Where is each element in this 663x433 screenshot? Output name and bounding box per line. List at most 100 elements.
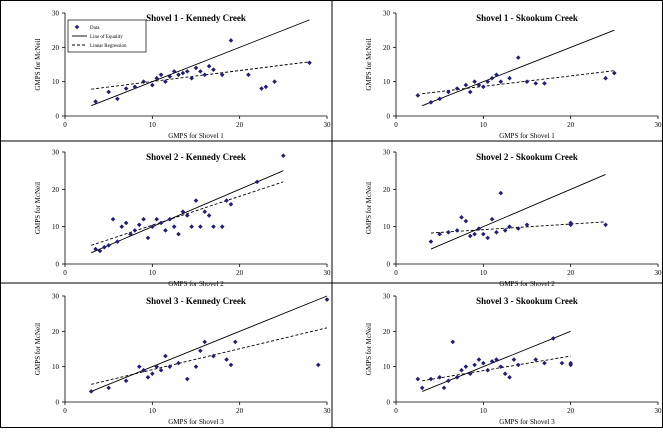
chart-title: Shovel 3 - Kennedy Creek: [146, 296, 246, 306]
data-point: [459, 367, 464, 373]
data-point: [454, 228, 460, 233]
legend-entry-regression: Linear Regression: [90, 44, 127, 49]
y-tick-label: 20: [52, 328, 60, 336]
data-point: [437, 96, 442, 102]
data-point: [502, 371, 508, 377]
line-of-equality: [91, 295, 328, 392]
data-point: [154, 75, 159, 81]
data-point: [419, 385, 425, 391]
x-axis-label: GMPS for Shovel 3: [499, 418, 555, 426]
data-point: [481, 84, 486, 90]
chart-title: Shovel 1 - Skookum Creek: [476, 13, 578, 23]
x-tick-label: 20: [567, 121, 575, 129]
data-point: [189, 224, 194, 229]
y-axis-label: GMPS for McNeil: [365, 182, 373, 234]
chart-panel-4: 0 10 20 30 0 10 20 30 GMPS for Shovel 2 GMPS for …: [365, 149, 662, 289]
x-tick-label: 10: [149, 407, 157, 415]
x-tick-label: 0: [63, 269, 67, 277]
data-point: [132, 84, 138, 90]
x-axis-label: GMPS for Shovel 2: [168, 280, 224, 288]
y-tick-label: 10: [52, 78, 60, 86]
data-point: [167, 216, 173, 222]
data-point: [158, 220, 164, 226]
data-point: [163, 353, 168, 359]
data-point: [128, 231, 133, 237]
y-tick-label: 30: [52, 10, 60, 18]
data-point: [228, 38, 234, 43]
data-point: [219, 72, 225, 78]
data-point: [437, 374, 442, 380]
data-point: [472, 79, 477, 84]
data-point: [110, 216, 116, 222]
data-point: [106, 385, 111, 391]
x-tick-label: 20: [236, 269, 244, 277]
y-tick-label: 0: [387, 399, 391, 407]
data-point: [224, 357, 229, 362]
x-tick-label: 30: [655, 121, 663, 129]
data-point: [533, 357, 539, 362]
data-point: [102, 244, 107, 250]
data-point: [189, 75, 194, 81]
data-point: [154, 364, 159, 369]
chart-panel-6: 0 10 20 30 0 10 20 30 GMPS for Shovel 3 GMPS for …: [365, 293, 662, 427]
data-point: [228, 362, 234, 368]
data-point: [211, 353, 216, 359]
data-point: [184, 69, 190, 74]
y-tick-label: 10: [383, 78, 391, 86]
data-point: [193, 364, 199, 369]
data-point: [446, 378, 451, 384]
data-point: [550, 336, 556, 341]
y-tick-label: 30: [383, 149, 391, 157]
data-point: [123, 220, 129, 226]
chart-title: Shovel 1 - Kennedy Creek: [146, 13, 246, 23]
y-axis-label: GMPS for McNeil: [365, 323, 373, 375]
data-point: [533, 81, 539, 86]
data-point: [481, 231, 486, 237]
y-tick-label: 30: [383, 293, 391, 301]
legend-data-marker: [74, 24, 80, 30]
data-point: [603, 222, 608, 228]
y-tick-label: 0: [387, 261, 391, 269]
y-tick-label: 20: [52, 186, 60, 194]
data-point: [485, 235, 490, 241]
chart-panel-3: 0 10 20 30 0 10 20 30 GMPS for Shovel 2 GMPS for …: [34, 149, 331, 289]
data-point: [171, 69, 177, 74]
data-point: [524, 222, 530, 228]
chart-title: Shovel 2 - Kennedy Creek: [146, 152, 246, 162]
y-axis-label: GMPS for McNeil: [34, 182, 42, 234]
data-point: [476, 357, 482, 362]
data-point: [472, 362, 477, 368]
data-point: [463, 218, 469, 224]
linear-regression-line: [91, 327, 328, 385]
data-point: [198, 224, 203, 229]
data-point: [233, 339, 238, 345]
data-point: [272, 79, 277, 84]
data-point: [489, 75, 495, 81]
data-point: [176, 231, 181, 237]
data-point: [515, 55, 521, 60]
data-point: [202, 209, 208, 215]
chart-title: Shovel 3 - Skookum Creek: [476, 296, 578, 306]
x-tick-label: 10: [480, 407, 488, 415]
data-point: [454, 374, 460, 380]
data-point: [141, 367, 146, 373]
data-point: [158, 367, 164, 373]
data-point: [193, 65, 199, 71]
data-point: [502, 228, 508, 233]
x-tick-label: 30: [324, 121, 332, 129]
data-point: [141, 79, 146, 84]
data-point: [467, 371, 473, 377]
y-tick-label: 10: [383, 223, 391, 231]
data-point: [467, 89, 473, 95]
data-point: [481, 360, 486, 366]
data-point: [446, 229, 451, 235]
data-point: [176, 360, 181, 366]
y-tick-label: 30: [383, 10, 391, 18]
data-point: [150, 371, 155, 377]
data-point: [428, 99, 434, 105]
data-point: [115, 239, 120, 244]
data-point: [219, 224, 225, 229]
y-tick-label: 0: [387, 113, 391, 121]
